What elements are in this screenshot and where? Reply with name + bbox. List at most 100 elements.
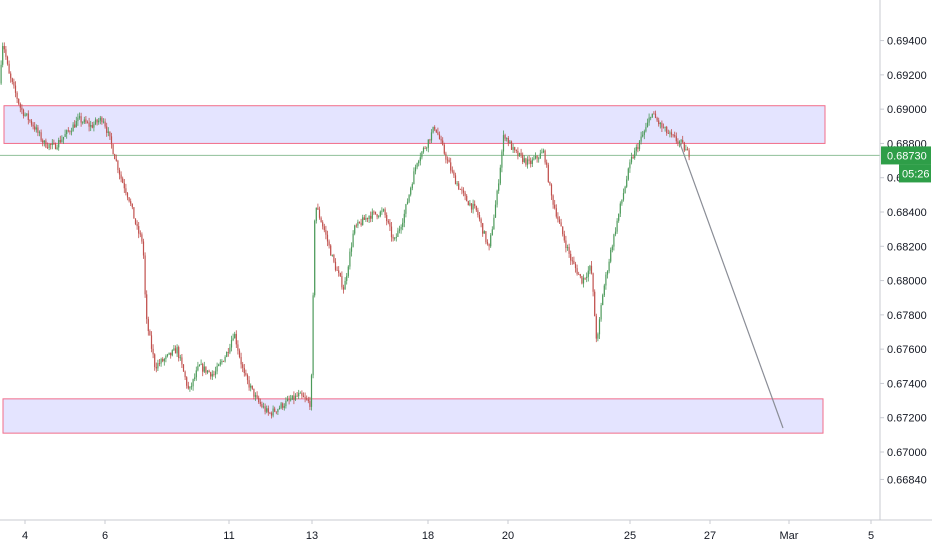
candle-body	[646, 122, 649, 128]
candle-body	[653, 113, 655, 115]
candle-body	[304, 397, 306, 399]
candle-body	[99, 117, 101, 121]
candle-body	[640, 136, 642, 142]
time-tick-label: 5	[868, 530, 874, 542]
candle-body	[422, 147, 425, 152]
candle-body	[667, 133, 669, 134]
candle-body	[62, 136, 65, 140]
candle-body	[581, 276, 583, 284]
candle-body	[174, 348, 177, 354]
candle-body	[203, 366, 205, 372]
candle-body	[677, 141, 679, 144]
candle-body	[93, 124, 95, 128]
candle-body	[299, 392, 301, 394]
candle-body	[552, 195, 554, 205]
candle-body	[54, 143, 57, 150]
candle-body	[592, 273, 594, 292]
zone-resistance[interactable]	[3, 105, 826, 144]
candle-body	[114, 154, 116, 160]
candle-body	[526, 159, 529, 165]
candle-body	[674, 135, 676, 137]
candle-body	[642, 134, 644, 137]
candle-body	[394, 237, 396, 239]
candle-body	[312, 295, 314, 376]
candle-body	[173, 348, 175, 351]
candle-body	[42, 140, 44, 143]
candle-body	[624, 186, 626, 194]
candle-body	[43, 140, 45, 143]
candle-body	[434, 126, 436, 130]
candle-body	[272, 408, 274, 416]
candle-body	[517, 150, 519, 157]
candle-body	[197, 365, 199, 371]
time-axis[interactable]: 4 6 11 13 18 20 25 27 Mar 5	[0, 519, 932, 542]
candle-body	[320, 217, 322, 223]
candle-body	[48, 144, 50, 148]
candle-body	[259, 402, 261, 405]
candle-body	[331, 254, 333, 256]
candle-body	[78, 116, 81, 118]
price-tick-label: 0.67000	[887, 447, 927, 459]
candle-body	[568, 247, 570, 254]
price-badge-value: 0.68730	[887, 150, 927, 162]
candle-body	[571, 260, 573, 262]
candle-body	[373, 211, 375, 213]
candle-body	[438, 134, 441, 140]
candle-body	[301, 392, 303, 396]
zone-support[interactable]	[2, 398, 824, 434]
candle-body	[16, 92, 18, 99]
candle-body	[634, 150, 636, 158]
time-tick-label: Mar	[780, 530, 799, 542]
candle-body	[386, 215, 388, 222]
candle-body	[243, 367, 245, 373]
candle-body	[416, 163, 418, 168]
candle-body	[261, 404, 263, 408]
candle-body	[325, 230, 327, 235]
candle-body	[112, 144, 114, 155]
projection-line[interactable]	[679, 143, 784, 429]
candle-body	[275, 411, 277, 413]
candle-body	[125, 188, 127, 193]
price-axis[interactable]: 0.694000.692000.690000.688000.686000.684…	[879, 0, 927, 520]
candle-body	[218, 364, 220, 366]
candle-body	[648, 117, 650, 123]
candle-body	[104, 121, 106, 127]
time-tick-label: 13	[306, 530, 318, 542]
candle-body	[142, 241, 145, 256]
candle-body	[102, 121, 105, 123]
candle-body	[235, 333, 237, 345]
candle-body	[110, 136, 113, 145]
time-tick-label: 20	[502, 530, 514, 542]
candle-body	[490, 235, 492, 247]
candle-body	[189, 386, 191, 389]
candle-body	[371, 211, 373, 219]
candle-body	[296, 395, 298, 397]
candle-body	[582, 277, 585, 284]
candle-body	[85, 119, 87, 123]
candle-body	[496, 190, 498, 205]
candle-body	[258, 397, 260, 403]
candle-body	[347, 266, 349, 276]
candle-body	[482, 223, 484, 234]
candle-body	[650, 117, 652, 119]
candle-body	[338, 270, 340, 274]
price-tick-label: 0.69200	[887, 70, 927, 82]
candle-body	[330, 245, 332, 256]
candle-body	[326, 234, 329, 242]
candle-body	[266, 408, 268, 412]
candle-body	[370, 215, 372, 219]
candle-body	[360, 222, 362, 226]
candle-body	[141, 234, 143, 242]
candle-body	[488, 243, 490, 247]
candle-body	[411, 184, 413, 189]
candle-body	[501, 151, 503, 168]
candle-body	[322, 222, 324, 227]
candle-body	[182, 364, 185, 372]
candle-body	[130, 201, 132, 204]
candle-body	[94, 119, 97, 125]
candle-body	[176, 347, 178, 354]
candle-body	[256, 395, 258, 398]
candle-body	[475, 205, 477, 211]
candle-body	[398, 229, 401, 231]
